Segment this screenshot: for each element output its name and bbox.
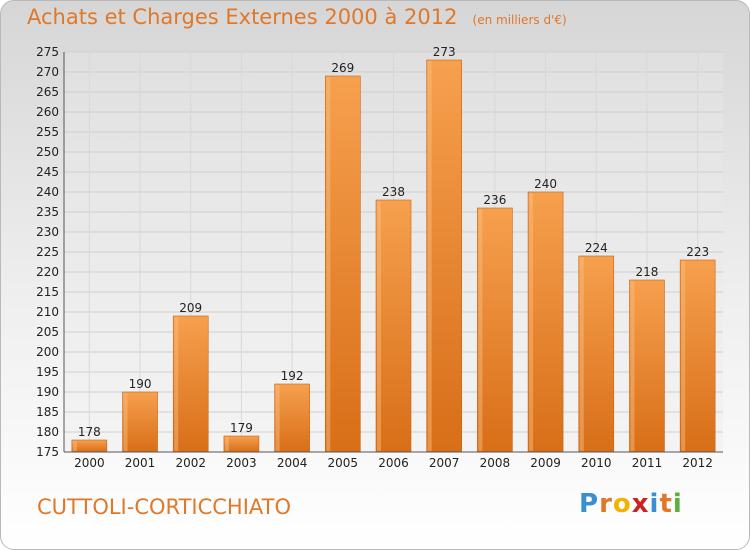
x-tick-label: 2001 — [125, 456, 156, 470]
y-tick-label: 195 — [36, 365, 59, 379]
data-label: 224 — [585, 241, 608, 255]
data-label: 238 — [382, 185, 405, 199]
y-tick-label: 225 — [36, 245, 59, 259]
y-tick-label: 180 — [36, 425, 59, 439]
x-tick-label: 2000 — [74, 456, 105, 470]
y-tick-label: 185 — [36, 405, 59, 419]
bar-highlight — [427, 61, 432, 451]
logo-letter: t — [659, 489, 673, 519]
data-label: 236 — [483, 193, 506, 207]
y-tick-label: 230 — [36, 225, 59, 239]
logo-letter: i — [649, 489, 660, 519]
y-tick-label: 250 — [36, 145, 59, 159]
bar-highlight — [681, 261, 686, 451]
data-label: 192 — [281, 369, 304, 383]
y-tick-label: 220 — [36, 265, 59, 279]
x-tick-label: 2007 — [429, 456, 460, 470]
logo-letter: x — [631, 489, 650, 519]
bar — [426, 59, 462, 453]
bar-highlight — [579, 257, 584, 451]
bar — [274, 383, 310, 453]
bar — [578, 255, 615, 453]
logo-letter: o — [612, 489, 632, 519]
bar — [629, 279, 665, 453]
y-tick-label: 205 — [36, 325, 59, 339]
bar-highlight — [224, 437, 229, 451]
y-tick-label: 175 — [36, 445, 59, 459]
bar — [122, 391, 158, 453]
y-tick-label: 215 — [36, 285, 59, 299]
proxiti-logo[interactable]: Proxiti — [579, 489, 683, 519]
bar — [477, 207, 513, 453]
bar — [223, 435, 260, 453]
y-tick-label: 265 — [36, 85, 59, 99]
y-tick-label: 200 — [36, 345, 59, 359]
data-label: 190 — [129, 377, 152, 391]
bar-highlight — [478, 209, 483, 451]
x-tick-label: 2011 — [632, 456, 663, 470]
data-label: 269 — [331, 61, 354, 75]
y-tick-label: 270 — [36, 65, 59, 79]
y-tick-label: 190 — [36, 385, 59, 399]
x-tick-label: 2002 — [175, 456, 206, 470]
chart-title: Achats et Charges Externes 2000 à 2012 — [27, 5, 458, 29]
logo-letter: i — [672, 489, 683, 519]
data-label: 209 — [179, 301, 202, 315]
axis-layer: 175 180 185 190 195 200 205 210 215 220 225 230 235 2… — [36, 45, 723, 470]
bar — [172, 315, 209, 453]
x-tick-label: 2003 — [226, 456, 257, 470]
bar — [375, 199, 412, 453]
data-label: 178 — [78, 425, 101, 439]
bar — [325, 75, 361, 453]
y-tick-label: 245 — [36, 165, 59, 179]
x-tick-label: 2006 — [378, 456, 409, 470]
bar-highlight — [529, 193, 534, 451]
x-tick-label: 2004 — [277, 456, 308, 470]
commune-name: CUTTOLI-CORTICCHIATO — [37, 495, 291, 519]
x-tick-label: 2010 — [581, 456, 612, 470]
bar-layer — [71, 59, 716, 453]
data-label: 273 — [433, 45, 456, 59]
x-tick-label: 2009 — [530, 456, 561, 470]
bar — [71, 439, 108, 453]
x-tick-label: 2012 — [682, 456, 713, 470]
data-label: 218 — [636, 265, 659, 279]
bar-highlight — [326, 77, 331, 451]
bar-highlight — [174, 317, 179, 451]
logo-letter: r — [599, 489, 613, 519]
bar-highlight — [377, 201, 381, 451]
x-tick-label: 2005 — [328, 456, 359, 470]
bar — [527, 191, 564, 453]
data-label: 179 — [230, 421, 253, 435]
chart-unit: (en milliers d'€) — [472, 13, 567, 27]
data-label: 240 — [534, 177, 557, 191]
y-tick-label: 235 — [36, 205, 59, 219]
bar-highlight — [72, 441, 77, 451]
y-tick-label: 260 — [36, 105, 59, 119]
logo-letter: P — [579, 489, 600, 519]
y-tick-label: 210 — [36, 305, 59, 319]
data-label: 223 — [686, 245, 709, 259]
y-tick-label: 275 — [36, 45, 59, 59]
bar — [679, 259, 716, 453]
bar-highlight — [275, 385, 280, 451]
x-tick-label: 2008 — [480, 456, 511, 470]
y-tick-label: 255 — [36, 125, 59, 139]
y-tick-label: 240 — [36, 185, 59, 199]
bar-highlight — [123, 393, 128, 451]
title-row: Achats et Charges Externes 2000 à 2012 (… — [27, 5, 567, 29]
bar-highlight — [630, 281, 635, 451]
